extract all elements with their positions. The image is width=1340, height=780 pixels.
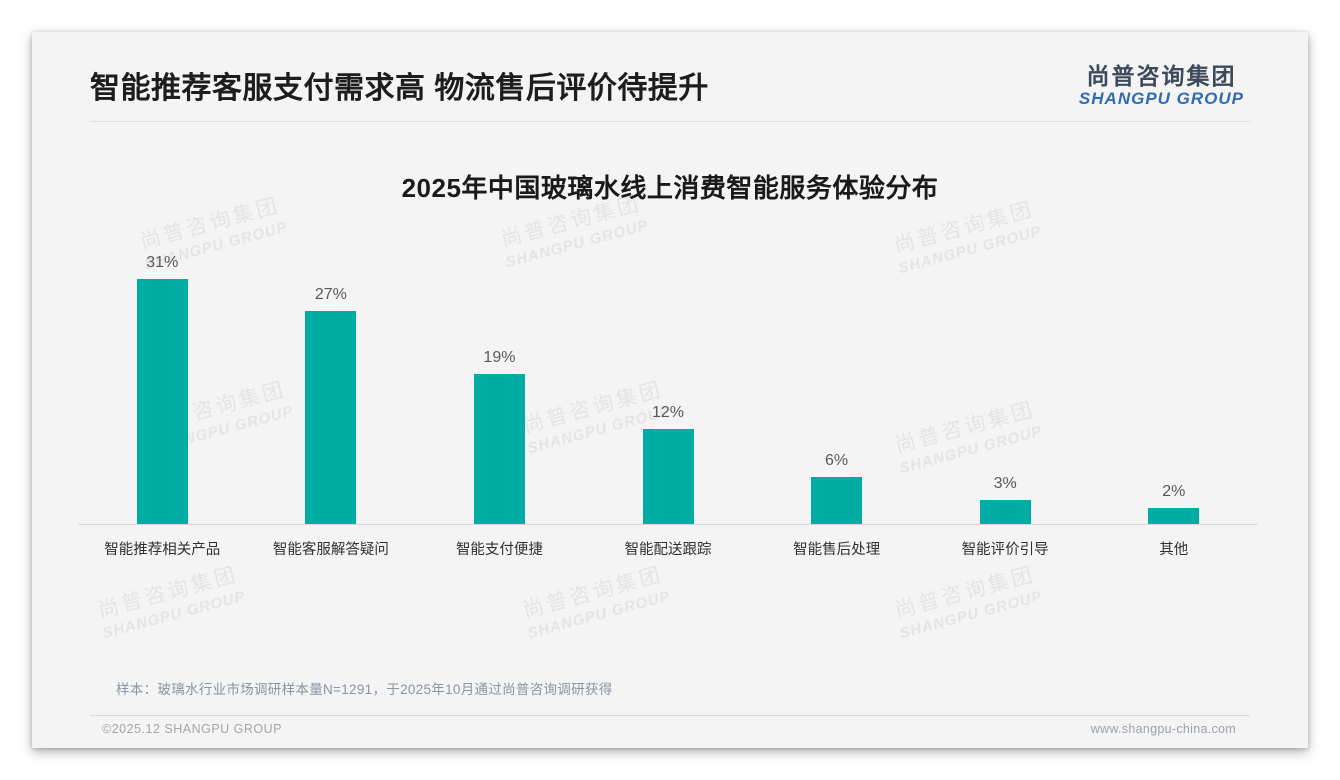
category-label: 智能配送跟踪: [624, 541, 712, 558]
bar-value-label: 12%: [652, 403, 685, 421]
category-label: 其他: [1159, 541, 1189, 558]
category-label: 智能推荐相关产品: [104, 541, 221, 558]
copyright-text: ©2025.12 SHANGPU GROUP: [102, 722, 282, 736]
bar-value-label: 31%: [146, 253, 179, 271]
watermark-cn: 尚普咨询集团: [892, 563, 1038, 623]
bar: [136, 278, 188, 524]
company-logo: 尚普咨询集团 SHANGPU GROUP: [1079, 64, 1244, 108]
bar-group: 12%: [584, 241, 753, 524]
page-title: 智能推荐客服支付需求高 物流售后评价待提升: [90, 72, 709, 105]
watermark-en: SHANGPU GROUP: [897, 587, 1045, 643]
watermark-cn: 尚普咨询集团: [95, 563, 241, 623]
bar-chart: 31% 27% 19% 12% 6% 3% 2% 智能推荐相关产品 智能客服解答疑问 智能支付便…: [78, 241, 1258, 559]
category-axis: 智能推荐相关产品 智能客服解答疑问 智能支付便捷 智能配送跟踪 智能售后处理 智能评价引导…: [78, 523, 1258, 559]
logo-text-cn: 尚普咨询集团: [1086, 63, 1237, 89]
slide-footer: ©2025.12 SHANGPU GROUP www.shangpu-china…: [90, 715, 1250, 736]
report-slide: 尚普咨询集团 SHANGPU GROUP 尚普咨询集团 SHANGPU GROU…: [32, 32, 1308, 748]
bar-value-label: 6%: [825, 451, 849, 469]
watermark: 尚普咨询集团 SHANGPU GROUP: [93, 558, 248, 642]
sample-note: 样本：玻璃水行业市场调研样本量N=1291，于2025年10月通过尚普咨询调研获…: [116, 682, 613, 697]
bar: [811, 476, 863, 524]
watermark: 尚普咨询集团 SHANGPU GROUP: [518, 558, 673, 642]
website-text: www.shangpu-china.com: [1090, 722, 1236, 736]
bar-value-label: 2%: [1162, 482, 1186, 500]
bar-value-label: 3%: [993, 474, 1017, 492]
category-label: 智能客服解答疑问: [272, 541, 389, 558]
bar: [979, 499, 1031, 524]
bar: [642, 428, 694, 524]
bar-group: 27%: [247, 241, 416, 524]
bar-group: 31%: [78, 241, 247, 524]
bar-group: 6%: [752, 241, 921, 524]
plot-area: 31% 27% 19% 12% 6% 3% 2%: [78, 241, 1258, 524]
slide-header: 智能推荐客服支付需求高 物流售后评价待提升 尚普咨询集团 SHANGPU GRO…: [32, 32, 1308, 108]
bar-group: 19%: [415, 241, 584, 524]
bar: [1148, 507, 1200, 524]
watermark-en: SHANGPU GROUP: [100, 587, 248, 643]
logo-text-en: SHANGPU GROUP: [1078, 89, 1244, 109]
bar: [473, 373, 525, 524]
category-label: 智能支付便捷: [455, 541, 543, 558]
bar-group: 2%: [1089, 241, 1258, 524]
bar-group: 3%: [921, 241, 1090, 524]
watermark: 尚普咨询集团 SHANGPU GROUP: [890, 558, 1045, 642]
watermark-en: SHANGPU GROUP: [525, 587, 673, 643]
category-label: 智能评价引导: [961, 541, 1049, 558]
bar: [305, 310, 357, 524]
watermark-cn: 尚普咨询集团: [520, 563, 666, 623]
chart-title: 2025年中国玻璃水线上消费智能服务体验分布: [401, 172, 939, 203]
bar-value-label: 27%: [314, 285, 347, 303]
header-divider: [90, 120, 1250, 122]
bar-value-label: 19%: [483, 348, 516, 366]
category-label: 智能售后处理: [793, 541, 881, 558]
